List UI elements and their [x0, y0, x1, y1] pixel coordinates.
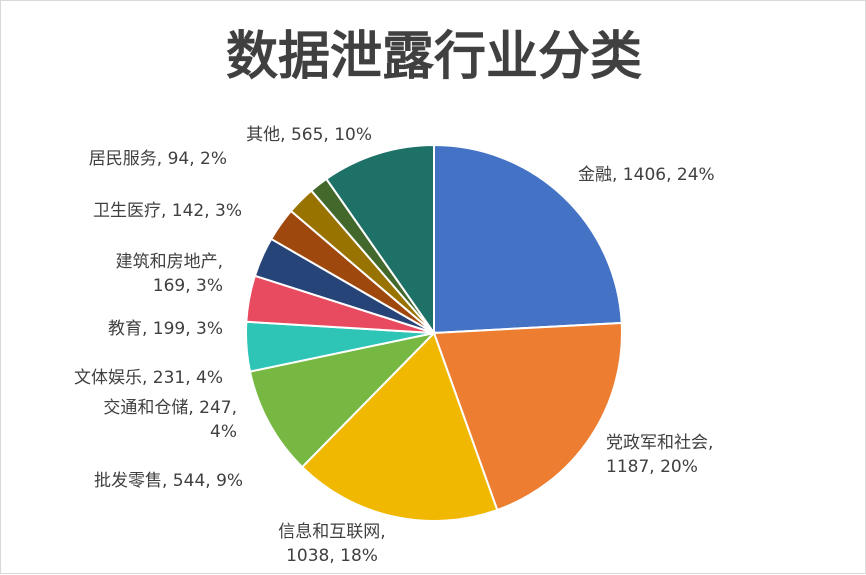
data-label-6: 文体娱乐, 231, 4% — [74, 368, 223, 388]
pie-slice-11 — [324, 143, 435, 337]
pie-slice-3 — [300, 331, 499, 522]
data-label-line: 1187, 20% — [606, 457, 698, 477]
data-label-line: 教育, 199, 3% — [108, 319, 223, 339]
pie-slices — [245, 143, 623, 522]
data-label-line: 4% — [210, 422, 237, 442]
data-label-line: 169, 3% — [153, 276, 223, 296]
pie-slice-1 — [433, 143, 623, 335]
data-label-line: 1038, 18% — [286, 546, 378, 566]
data-label-line: 批发零售, 544, 9% — [94, 471, 243, 491]
pie-labels: 金融, 1406, 24% 党政军和社会, 1187, 20% 信息和互联网, 1038… — [74, 125, 715, 566]
data-label-1: 金融, 1406, 24% — [578, 165, 715, 185]
data-label-line: 党政军和社会, — [606, 433, 713, 453]
data-label-line: 金融, 1406, 24% — [578, 165, 715, 185]
data-label-2: 党政军和社会, 1187, 20% — [606, 433, 713, 477]
data-label-line: 卫生医疗, 142, 3% — [93, 201, 242, 221]
data-label-line: 其他, 565, 10% — [246, 125, 372, 145]
data-label-5: 交通和仓储, 247, 4% — [103, 398, 237, 442]
data-label-7: 教育, 199, 3% — [108, 319, 223, 339]
data-label-9: 卫生医疗, 142, 3% — [93, 201, 242, 221]
pie-slice-4 — [248, 331, 438, 469]
data-label-4: 批发零售, 544, 9% — [94, 471, 243, 491]
chart-title: 数据泄露行业分类 — [226, 27, 642, 87]
data-label-11: 其他, 565, 10% — [246, 125, 372, 145]
data-label-line: 交通和仓储, 247, — [103, 398, 237, 418]
data-label-line: 居民服务, 94, 2% — [89, 149, 227, 169]
data-label-line: 信息和互联网, — [278, 522, 385, 542]
data-label-line: 文体娱乐, 231, 4% — [74, 368, 223, 388]
data-label-3: 信息和互联网, 1038, 18% — [278, 522, 385, 566]
data-label-10: 居民服务, 94, 2% — [89, 149, 227, 169]
data-label-8: 建筑和房地产, 169, 3% — [116, 252, 223, 296]
data-label-line: 建筑和房地产, — [116, 252, 223, 272]
